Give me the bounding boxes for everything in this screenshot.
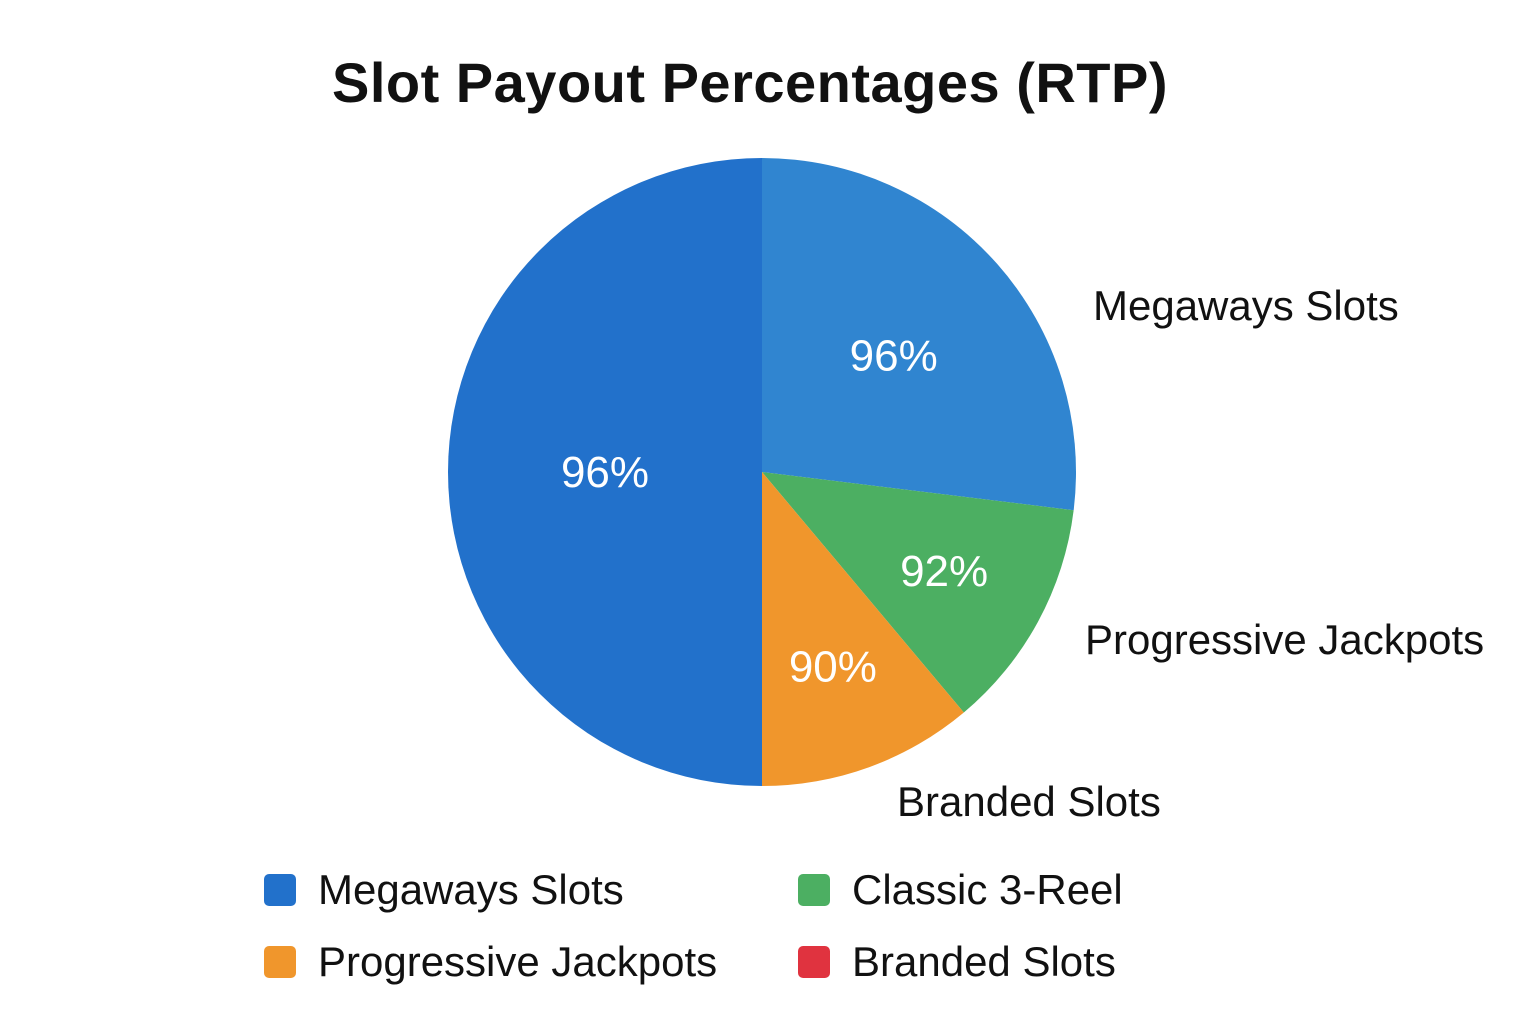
slice-category-label-progressive-jackpots: Progressive Jackpots: [1085, 616, 1484, 663]
legend-swatch-classic-3-reel: [798, 874, 830, 906]
pie-slice-progressive-jackpots: [762, 472, 1074, 713]
chart-title: Slot Payout Percentages (RTP): [331, 51, 1168, 114]
legend-item-classic-3-reel: Classic 3-Reel: [798, 860, 1123, 920]
pie-slice-megaways-slots: [762, 158, 1076, 511]
pie-slices: [448, 158, 1076, 786]
pie-slice-slice-3: [448, 158, 762, 786]
pie-slice-labels: 96% 92% 90% 96%: [561, 331, 988, 691]
slice-category-label-branded-slots: Branded Slots: [897, 778, 1161, 825]
legend-item-megaways: Megaways Slots: [264, 860, 624, 920]
legend-label-progressive-jackpots: Progressive Jackpots: [318, 938, 718, 985]
slice-value-label: 96%: [850, 331, 938, 380]
slice-value-label: 92%: [900, 547, 988, 596]
legend-swatch-progressive-jackpots: [264, 946, 296, 978]
pie-slice-branded-slots: [762, 472, 964, 786]
slice-value-label: 90%: [789, 643, 877, 692]
slice-category-label-megaways-slots: Megaways Slots: [1093, 282, 1399, 329]
legend-swatch-megaways: [264, 874, 296, 906]
legend: Megaways Slots Classic 3-Reel Progressiv…: [264, 860, 1264, 1000]
legend-label-megaways: Megaways Slots: [318, 866, 624, 913]
pie-external-labels: Megaways Slots Progressive Jackpots Brande…: [897, 282, 1484, 825]
slice-value-label: 96%: [561, 448, 649, 497]
legend-item-progressive-jackpots: Progressive Jackpots: [264, 932, 717, 992]
legend-label-classic-3-reel: Classic 3-Reel: [852, 866, 1123, 913]
legend-item-branded-slots: Branded Slots: [798, 932, 1116, 992]
legend-swatch-branded-slots: [798, 946, 830, 978]
legend-label-branded-slots: Branded Slots: [852, 938, 1116, 985]
